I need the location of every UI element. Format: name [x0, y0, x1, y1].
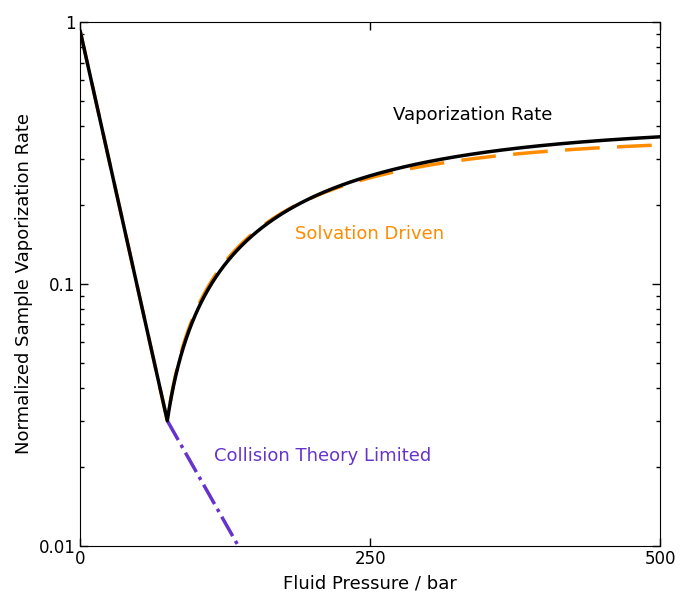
Text: Vaporization Rate: Vaporization Rate	[393, 106, 553, 124]
Y-axis label: Normalized Sample Vaporization Rate: Normalized Sample Vaporization Rate	[15, 114, 33, 454]
X-axis label: Fluid Pressure / bar: Fluid Pressure / bar	[283, 574, 457, 592]
Text: Solvation Driven: Solvation Driven	[295, 225, 444, 243]
Text: Collision Theory Limited: Collision Theory Limited	[214, 447, 431, 465]
